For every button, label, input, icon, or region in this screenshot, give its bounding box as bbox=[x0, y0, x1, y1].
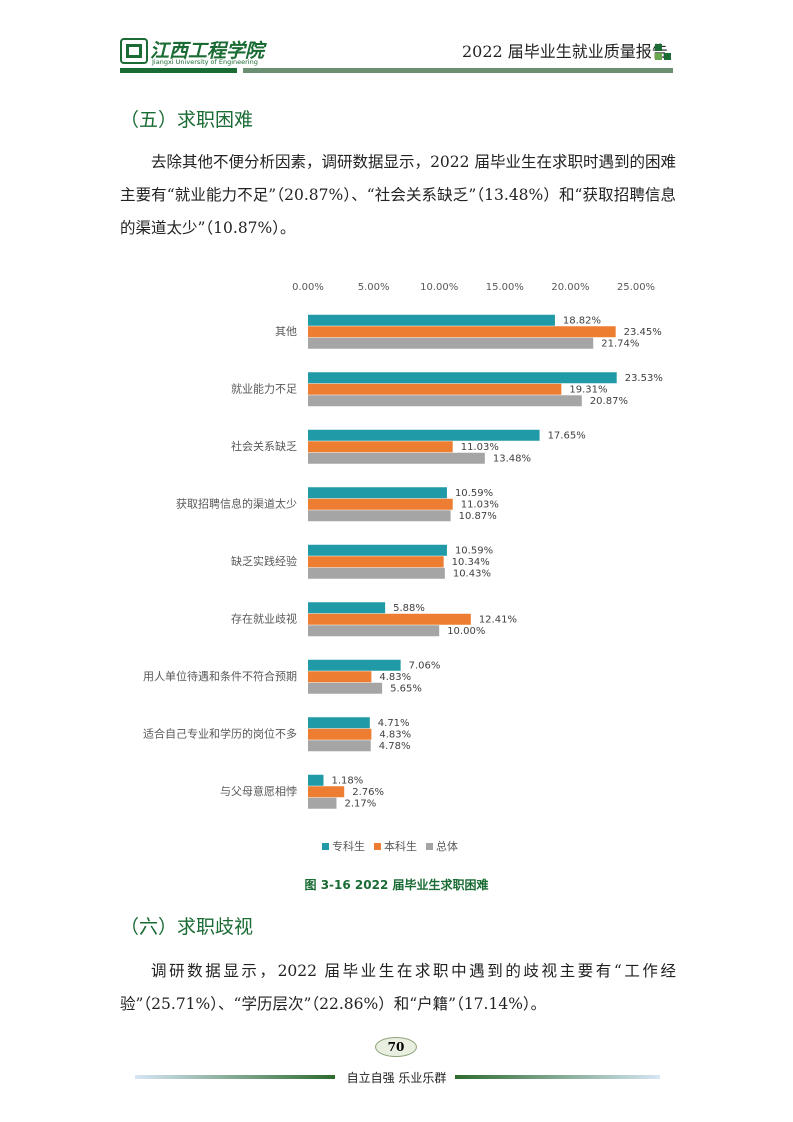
legend-label: 专科生 bbox=[332, 839, 365, 853]
bar bbox=[308, 556, 444, 568]
value-label: 20.87% bbox=[590, 396, 628, 407]
value-label: 1.18% bbox=[331, 776, 363, 787]
footer-motto: 自立自强 乐业乐群 bbox=[346, 1071, 447, 1085]
category-label: 存在就业歧视 bbox=[231, 612, 297, 626]
footer-rule bbox=[455, 1075, 660, 1079]
bar bbox=[308, 567, 445, 579]
x-tick-label: 10.00% bbox=[420, 282, 458, 293]
x-tick-label: 20.00% bbox=[551, 282, 589, 293]
bar bbox=[308, 314, 555, 326]
bar bbox=[308, 659, 401, 671]
bar bbox=[308, 395, 582, 407]
value-label: 4.78% bbox=[379, 741, 411, 752]
logo-emblem bbox=[120, 38, 148, 64]
value-label: 10.59% bbox=[455, 546, 493, 557]
value-label: 23.45% bbox=[624, 327, 662, 338]
header-rule bbox=[120, 68, 237, 73]
value-label: 18.82% bbox=[563, 316, 601, 327]
category-label: 获取招聘信息的渠道太少 bbox=[176, 497, 297, 511]
x-tick-label: 0.00% bbox=[292, 282, 324, 293]
deco-square bbox=[664, 53, 671, 60]
section-heading: （五）求职困难 bbox=[120, 109, 254, 131]
value-label: 11.03% bbox=[461, 442, 499, 453]
bar bbox=[308, 797, 337, 809]
category-label: 适合自己专业和学历的岗位不多 bbox=[143, 727, 297, 741]
logo-name: 江西工程学院 bbox=[150, 40, 265, 62]
bar bbox=[308, 613, 471, 625]
bar bbox=[308, 602, 386, 614]
bar bbox=[308, 728, 372, 740]
value-label: 12.41% bbox=[479, 615, 517, 626]
value-label: 7.06% bbox=[409, 661, 441, 672]
value-label: 2.17% bbox=[344, 799, 376, 810]
bar bbox=[308, 498, 453, 510]
paragraph: 去除其他不便分析因素，调研数据显示，2022 届毕业生在求职时遇到的困难主要有“… bbox=[120, 153, 676, 237]
deco-square bbox=[655, 44, 662, 51]
legend-swatch bbox=[374, 843, 381, 850]
value-label: 19.31% bbox=[569, 385, 607, 396]
bar bbox=[308, 441, 453, 453]
section-heading: （六）求职歧视 bbox=[120, 916, 254, 938]
category-label: 就业能力不足 bbox=[231, 382, 297, 396]
bar bbox=[308, 682, 383, 694]
value-label: 10.43% bbox=[453, 569, 491, 580]
bar bbox=[308, 487, 447, 499]
value-label: 4.83% bbox=[379, 730, 411, 741]
header-rule bbox=[243, 68, 673, 73]
logo-english: Jiangxi University of Engineering bbox=[152, 58, 258, 66]
value-label: 11.03% bbox=[461, 500, 499, 511]
footer-rule bbox=[135, 1075, 335, 1079]
bar bbox=[308, 429, 540, 441]
chart: 0.00% 5.00% 10.00% 15.00% 20.00% 25.00% 其他 18.8… bbox=[143, 282, 663, 853]
x-tick-label: 25.00% bbox=[617, 282, 655, 293]
bar bbox=[308, 671, 372, 683]
bar bbox=[308, 326, 616, 338]
bar bbox=[308, 786, 345, 798]
value-label: 21.74% bbox=[601, 339, 639, 350]
category-label: 其他 bbox=[275, 325, 297, 338]
category-label: 缺乏实践经验 bbox=[231, 554, 297, 568]
bar bbox=[308, 625, 440, 637]
value-label: 4.71% bbox=[378, 718, 410, 729]
value-label: 10.00% bbox=[447, 626, 485, 637]
paragraph: 调研数据显示，2022 届毕业生在求职中遇到的歧视主要有“工作经验”（25.71… bbox=[120, 962, 676, 1013]
chart-caption: 图 3-16 2022 届毕业生求职困难 bbox=[304, 878, 489, 892]
bar bbox=[308, 383, 562, 395]
category-label: 社会关系缺乏 bbox=[231, 439, 297, 453]
value-label: 10.59% bbox=[455, 488, 493, 499]
bar bbox=[308, 510, 451, 522]
value-label: 5.65% bbox=[390, 684, 422, 695]
legend-swatch bbox=[426, 843, 433, 850]
deco-square bbox=[655, 53, 662, 60]
bar bbox=[308, 544, 447, 556]
bar bbox=[308, 372, 617, 384]
bar bbox=[308, 452, 485, 464]
category-label: 与父母意愿相悖 bbox=[220, 784, 297, 798]
bar bbox=[308, 774, 324, 786]
x-tick-label: 5.00% bbox=[358, 282, 390, 293]
value-label: 10.87% bbox=[459, 511, 497, 522]
legend-label: 总体 bbox=[436, 839, 458, 853]
value-label: 5.88% bbox=[393, 603, 425, 614]
value-label: 2.76% bbox=[352, 787, 384, 798]
bar bbox=[308, 717, 370, 729]
legend-swatch bbox=[322, 843, 329, 850]
x-tick-label: 15.00% bbox=[486, 282, 524, 293]
report-title: 2022 届毕业生就业质量报告 bbox=[462, 42, 668, 61]
value-label: 23.53% bbox=[625, 373, 663, 384]
page-number: 70 bbox=[375, 1037, 417, 1057]
bar bbox=[308, 740, 371, 752]
value-label: 17.65% bbox=[548, 431, 586, 442]
bar bbox=[308, 337, 594, 349]
value-label: 13.48% bbox=[493, 454, 531, 465]
legend-label: 本科生 bbox=[384, 839, 417, 853]
value-label: 10.34% bbox=[452, 557, 490, 568]
category-label: 用人单位待遇和条件不符合预期 bbox=[143, 669, 297, 683]
value-label: 4.83% bbox=[379, 672, 411, 683]
